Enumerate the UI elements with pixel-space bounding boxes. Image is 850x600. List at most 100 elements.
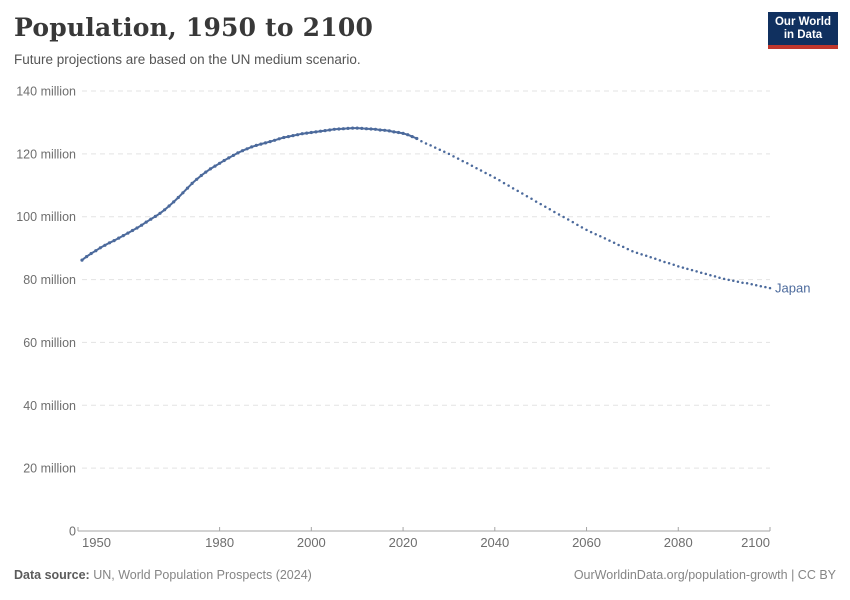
data-point-projection[interactable]	[525, 195, 529, 198]
data-source[interactable]: Data source: UN, World Population Prospe…	[14, 568, 312, 582]
data-point-historical[interactable]	[355, 126, 359, 130]
data-point-projection[interactable]	[475, 167, 478, 170]
data-point-historical[interactable]	[291, 134, 295, 138]
data-point-projection[interactable]	[589, 230, 593, 234]
data-point-historical[interactable]	[121, 234, 125, 238]
data-point-historical[interactable]	[378, 128, 382, 132]
data-point-projection[interactable]	[544, 205, 547, 208]
data-point-projection[interactable]	[516, 189, 519, 193]
data-point-projection[interactable]	[438, 148, 442, 152]
data-point-historical[interactable]	[254, 143, 258, 147]
data-point-projection[interactable]	[420, 140, 423, 143]
data-point-projection[interactable]	[658, 259, 662, 262]
data-point-projection[interactable]	[502, 181, 506, 185]
data-point-historical[interactable]	[158, 211, 162, 215]
data-point-projection[interactable]	[488, 173, 492, 177]
data-point-projection[interactable]	[612, 241, 616, 245]
data-point-projection[interactable]	[713, 275, 717, 278]
data-point-historical[interactable]	[364, 127, 368, 131]
data-point-projection[interactable]	[571, 220, 575, 224]
data-point-historical[interactable]	[263, 141, 268, 145]
data-point-historical[interactable]	[130, 228, 135, 233]
data-point-projection[interactable]	[498, 179, 501, 182]
data-point-projection[interactable]	[750, 283, 753, 286]
data-point-projection[interactable]	[599, 234, 602, 238]
data-point-projection[interactable]	[690, 268, 694, 272]
data-point-historical[interactable]	[300, 132, 304, 136]
data-point-projection[interactable]	[709, 273, 712, 277]
data-point-historical[interactable]	[309, 130, 313, 135]
data-point-historical[interactable]	[195, 177, 199, 181]
entity-label-japan[interactable]: Japan	[775, 281, 810, 296]
data-point-projection[interactable]	[626, 247, 630, 251]
data-point-projection[interactable]	[548, 207, 552, 211]
data-point-historical[interactable]	[213, 164, 217, 168]
data-point-historical[interactable]	[282, 135, 286, 140]
data-point-historical[interactable]	[323, 129, 327, 133]
data-point-projection[interactable]	[521, 192, 524, 195]
data-point-historical[interactable]	[369, 127, 373, 131]
data-point-projection[interactable]	[686, 267, 689, 271]
data-point-projection[interactable]	[511, 187, 515, 190]
data-point-historical[interactable]	[410, 135, 414, 139]
data-point-projection[interactable]	[672, 263, 675, 267]
data-point-projection[interactable]	[644, 254, 648, 257]
data-point-historical[interactable]	[176, 195, 180, 200]
data-point-historical[interactable]	[401, 131, 405, 135]
data-point-projection[interactable]	[466, 162, 469, 165]
data-point-projection[interactable]	[754, 283, 758, 287]
data-point-historical[interactable]	[222, 158, 226, 163]
data-point-projection[interactable]	[695, 270, 698, 273]
owid-logo[interactable]: Our World in Data	[768, 12, 838, 49]
data-point-projection[interactable]	[452, 155, 455, 158]
data-point-historical[interactable]	[318, 129, 323, 133]
data-point-historical[interactable]	[305, 131, 309, 135]
data-point-historical[interactable]	[149, 217, 153, 221]
data-point-projection[interactable]	[667, 261, 671, 265]
data-point-projection[interactable]	[594, 233, 597, 236]
data-point-historical[interactable]	[346, 126, 350, 130]
data-point-historical[interactable]	[337, 127, 341, 131]
data-point-projection[interactable]	[470, 164, 474, 168]
data-point-historical[interactable]	[172, 200, 176, 204]
data-point-projection[interactable]	[534, 200, 538, 203]
data-point-projection[interactable]	[566, 218, 570, 221]
data-point-projection[interactable]	[654, 257, 657, 261]
data-point-historical[interactable]	[245, 147, 249, 151]
data-point-historical[interactable]	[190, 181, 194, 185]
data-point-projection[interactable]	[635, 251, 639, 255]
data-point-projection[interactable]	[727, 278, 730, 282]
data-point-historical[interactable]	[80, 258, 84, 262]
data-point-historical[interactable]	[373, 127, 378, 131]
data-point-historical[interactable]	[396, 130, 401, 135]
data-point-historical[interactable]	[98, 246, 102, 250]
data-point-historical[interactable]	[144, 220, 148, 224]
data-point-projection[interactable]	[640, 253, 643, 256]
data-point-projection[interactable]	[759, 284, 763, 288]
data-point-historical[interactable]	[94, 249, 98, 253]
data-point-projection[interactable]	[493, 176, 497, 179]
data-point-historical[interactable]	[204, 170, 208, 174]
data-point-projection[interactable]	[461, 159, 464, 163]
data-point-projection[interactable]	[621, 245, 625, 249]
data-point-projection[interactable]	[732, 279, 735, 283]
data-point-historical[interactable]	[199, 173, 203, 178]
data-point-projection[interactable]	[736, 280, 740, 284]
data-point-historical[interactable]	[181, 191, 185, 195]
data-point-historical[interactable]	[314, 130, 318, 134]
data-point-projection[interactable]	[608, 239, 611, 242]
data-point-historical[interactable]	[236, 151, 240, 155]
data-point-projection[interactable]	[764, 285, 767, 289]
data-point-historical[interactable]	[328, 128, 332, 132]
data-point-projection[interactable]	[603, 237, 607, 240]
data-point-historical[interactable]	[286, 135, 290, 139]
data-point-historical[interactable]	[231, 153, 235, 157]
data-point-historical[interactable]	[259, 142, 263, 146]
data-point-historical[interactable]	[107, 241, 112, 245]
data-point-historical[interactable]	[218, 161, 222, 165]
data-point-projection[interactable]	[507, 184, 510, 187]
data-point-projection[interactable]	[530, 197, 533, 201]
data-point-projection[interactable]	[741, 281, 744, 284]
data-point-historical[interactable]	[103, 243, 107, 247]
